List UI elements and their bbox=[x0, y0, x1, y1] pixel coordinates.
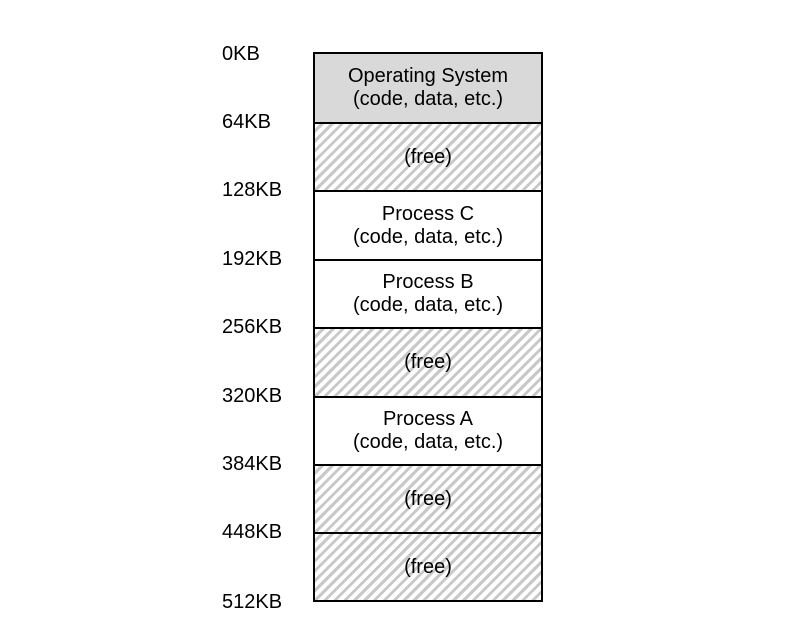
segment-subtitle: (code, data, etc.) bbox=[352, 88, 504, 110]
segment-free: (free) bbox=[315, 464, 541, 532]
segment-subtitle: (code, data, etc.) bbox=[352, 294, 504, 316]
segment-subtitle: (code, data, etc.) bbox=[352, 431, 504, 453]
segment-subtitle: (code, data, etc.) bbox=[352, 225, 504, 248]
address-label-320kb: 320KB bbox=[222, 385, 283, 407]
segment-title: Process C bbox=[381, 202, 475, 225]
segment-title: Process B bbox=[382, 271, 474, 293]
segment-process-b: Process B (code, data, etc.) bbox=[315, 259, 541, 327]
segment-title: Process A bbox=[382, 408, 474, 430]
segment-title: (free) bbox=[404, 351, 452, 373]
segment-title: (free) bbox=[404, 145, 452, 168]
segment-operating-system: Operating System (code, data, etc.) bbox=[315, 54, 541, 122]
address-label-256kb: 256KB bbox=[222, 316, 283, 338]
segment-title: (free) bbox=[404, 487, 452, 510]
address-label-448kb: 448KB bbox=[222, 521, 283, 543]
segment-process-a: Process A (code, data, etc.) bbox=[315, 396, 541, 464]
segment-free: (free) bbox=[315, 532, 541, 600]
address-label-384kb: 384KB bbox=[222, 453, 283, 475]
address-label-192kb: 192KB bbox=[222, 248, 283, 270]
segment-title: Operating System bbox=[347, 65, 509, 87]
segment-title: (free) bbox=[404, 555, 452, 578]
address-label-128kb: 128KB bbox=[222, 179, 283, 201]
address-label-64kb: 64KB bbox=[222, 111, 271, 133]
address-label-512kb: 512KB bbox=[222, 591, 283, 613]
memory-column: Operating System (code, data, etc.) (fre… bbox=[313, 52, 543, 602]
segment-free: (free) bbox=[315, 327, 541, 396]
segment-process-c: Process C (code, data, etc.) bbox=[315, 190, 541, 259]
segment-free: (free) bbox=[315, 122, 541, 190]
address-label-0kb: 0KB bbox=[222, 43, 260, 65]
